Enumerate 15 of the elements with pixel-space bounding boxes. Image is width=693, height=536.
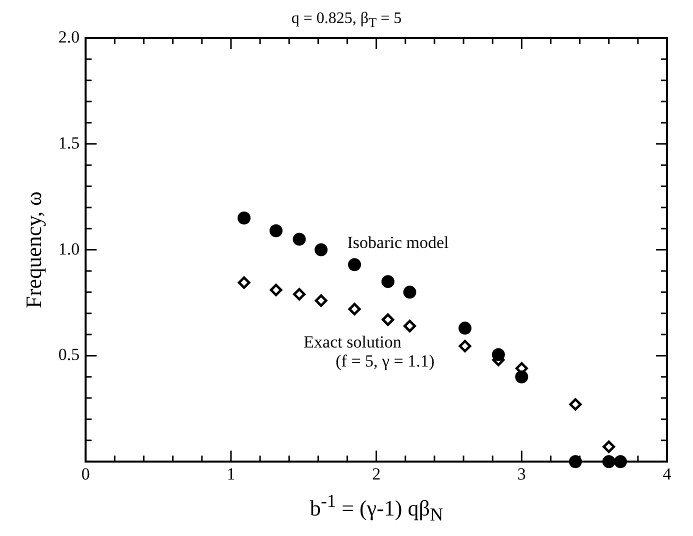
x-tick-label: 1 bbox=[226, 464, 236, 484]
y-tick-label: 1.5 bbox=[58, 133, 80, 152]
y-tick-label: 0.5 bbox=[58, 345, 80, 364]
y-tick-label: 2.0 bbox=[58, 27, 80, 46]
y-tick-label: 1.0 bbox=[58, 239, 80, 258]
series-label: Exact solution bbox=[304, 332, 402, 352]
x-tick-label: 0 bbox=[81, 464, 90, 484]
x-tick-label: 4 bbox=[662, 464, 672, 484]
annotation: (f = 5, γ = 1.1) bbox=[336, 352, 435, 371]
series-label: Isobaric model bbox=[347, 232, 450, 252]
x-tick-label: 3 bbox=[517, 464, 526, 484]
y-axis-title: Frequency, ω bbox=[20, 191, 46, 308]
chart-title: q = 0.825, β$_{T}$ = 5 bbox=[291, 10, 402, 30]
x-axis-title: b$^{-1}$ = (γ-1) qβ$_{N}$ bbox=[308, 491, 444, 526]
x-tick-label: 2 bbox=[372, 464, 381, 484]
